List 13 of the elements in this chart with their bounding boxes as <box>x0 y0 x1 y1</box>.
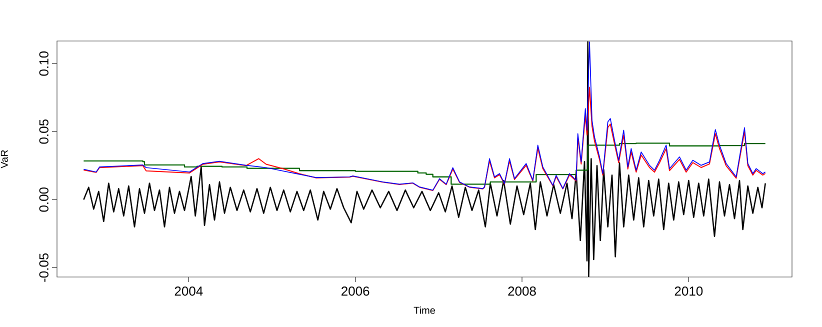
line-series <box>83 86 766 191</box>
y-tick-label: 0.10 <box>39 51 48 76</box>
x-tick-label: 2010 <box>674 286 703 296</box>
y-tick-label: -0.05 <box>39 253 48 282</box>
y-tick-label: 0.05 <box>39 119 48 144</box>
x-axis-title: Time <box>414 306 435 314</box>
line-series <box>83 42 766 191</box>
y-axis-title: VaR <box>0 150 8 168</box>
y-tick-label: 0.00 <box>39 187 48 212</box>
x-tick-label: 2008 <box>508 286 536 296</box>
x-tick-label: 2004 <box>174 286 203 296</box>
x-tick-label: 2006 <box>342 286 370 296</box>
line-series <box>83 41 766 277</box>
